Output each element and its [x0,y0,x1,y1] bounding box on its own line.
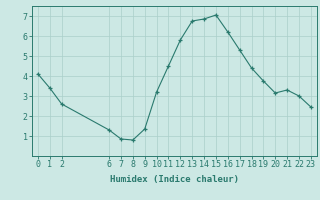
X-axis label: Humidex (Indice chaleur): Humidex (Indice chaleur) [110,175,239,184]
